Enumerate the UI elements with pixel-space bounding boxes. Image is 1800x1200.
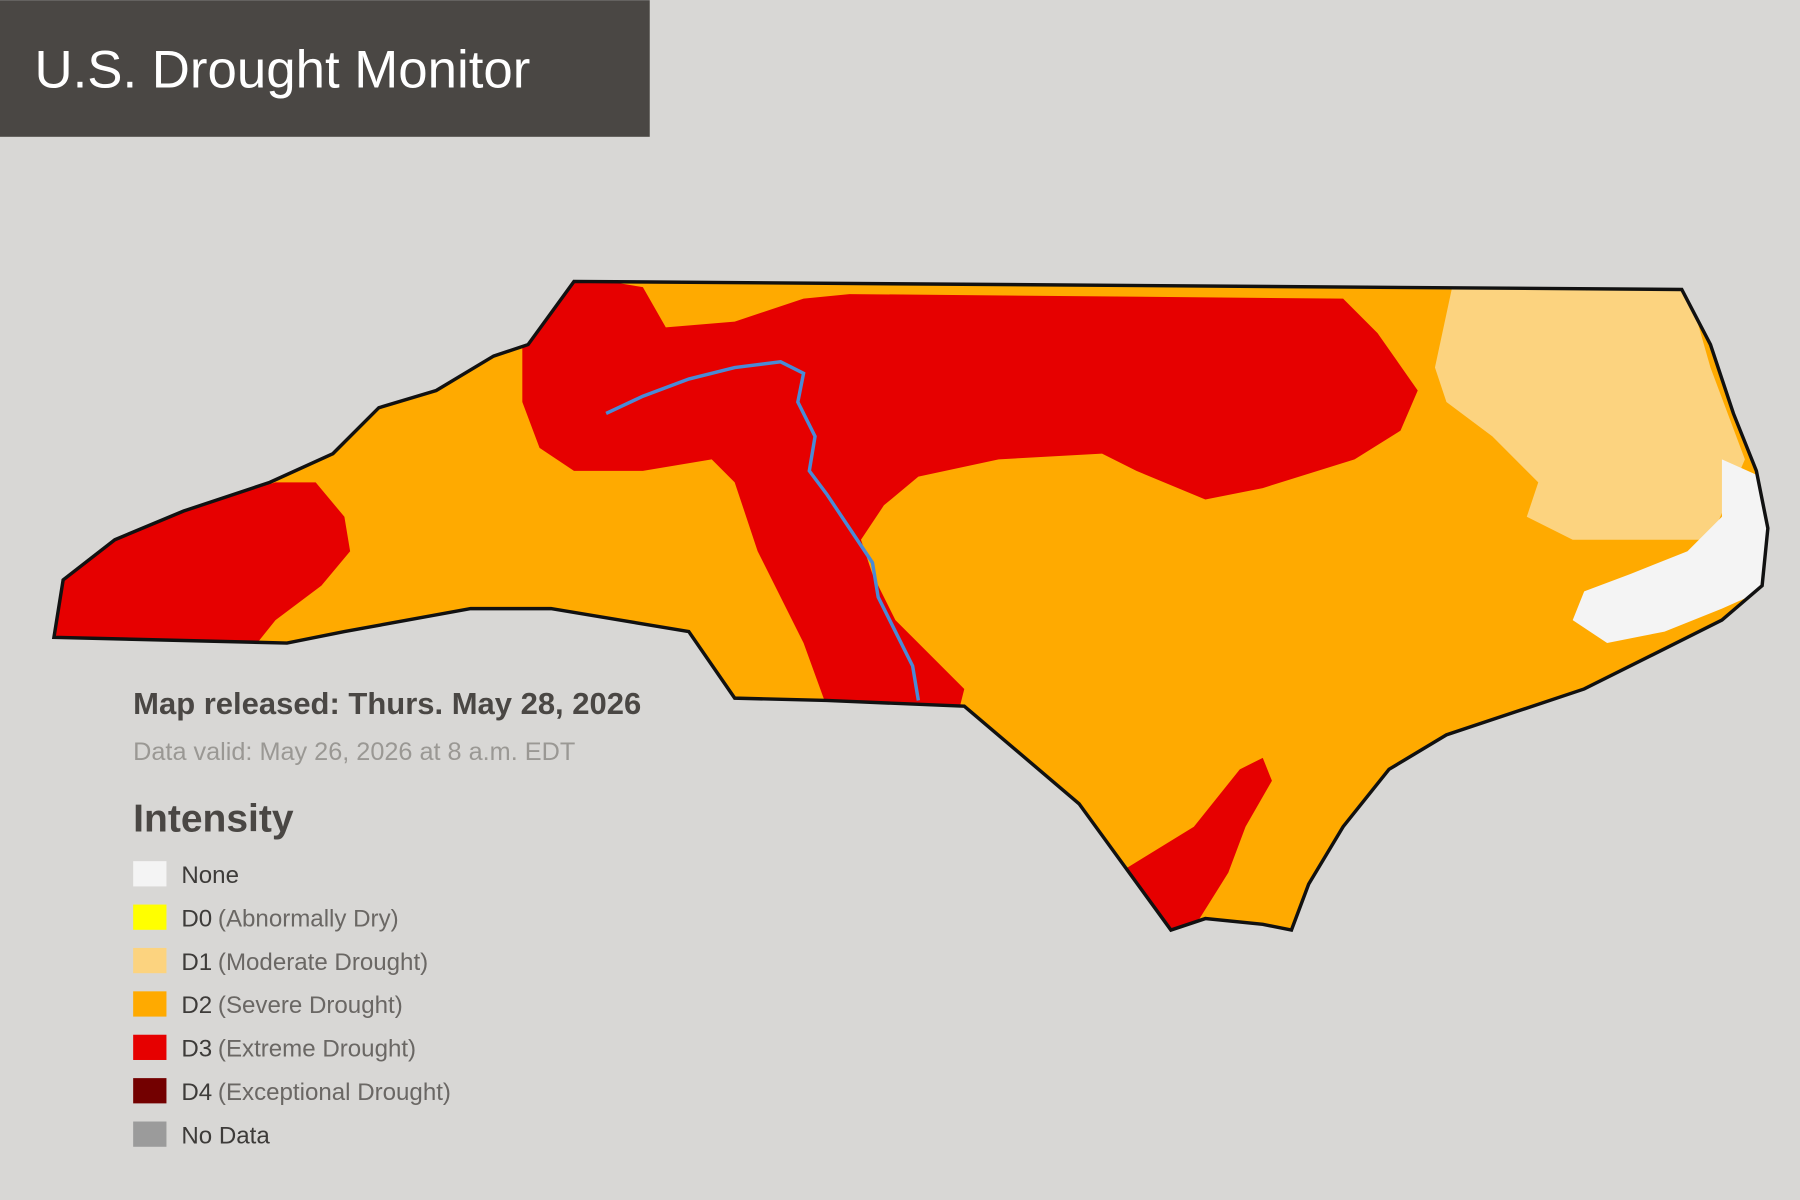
region-d3-north (522, 281, 1418, 712)
legend-label: D4 (Exceptional Drought) (181, 1079, 451, 1106)
title-banner (0, 0, 650, 137)
legend-code: D0 (181, 905, 212, 932)
legend-code: D4 (181, 1079, 212, 1106)
legend-code: D2 (181, 992, 212, 1019)
legend-label: D2 (Severe Drought) (181, 992, 402, 1019)
legend-label: D1 (Moderate Drought) (181, 949, 428, 976)
legend-swatch (133, 947, 167, 974)
river (605, 360, 921, 701)
legend-code: D3 (181, 1036, 212, 1063)
legend-label: No Data (181, 1122, 270, 1149)
legend-swatch (133, 1078, 167, 1104)
region-d3-southeast (1119, 757, 1272, 931)
legend-swatch (133, 1121, 167, 1147)
region-none (1572, 459, 1768, 644)
legend-swatch (133, 861, 167, 887)
legend-title: Intensity (133, 797, 294, 840)
legend-label: D3 (Extreme Drought) (181, 1036, 416, 1063)
legend-swatch (133, 1034, 167, 1060)
region-d3-west (53, 482, 351, 649)
legend-desc: (Abnormally Dry) (218, 905, 399, 932)
legend-desc: (Extreme Drought) (218, 1036, 416, 1063)
valid-date: Data valid: May 26, 2026 at 8 a.m. EDT (133, 738, 575, 766)
legend-code: No Data (181, 1122, 270, 1149)
legend-desc: (Severe Drought) (218, 992, 403, 1019)
region-d1 (1434, 287, 1745, 540)
state-outline (51, 279, 1770, 933)
legend-code: None (181, 862, 239, 889)
title: U.S. Drought Monitor (34, 40, 530, 99)
legend-desc: (Exceptional Drought) (218, 1079, 451, 1106)
legend-label: D0 (Abnormally Dry) (181, 905, 398, 932)
legend-swatch (133, 991, 167, 1017)
legend-swatch (133, 904, 167, 930)
release-date: Map released: Thurs. May 28, 2026 (133, 686, 641, 721)
legend-desc: (Moderate Drought) (218, 949, 428, 976)
legend-label: None (181, 862, 239, 889)
legend-code: D1 (181, 949, 212, 976)
